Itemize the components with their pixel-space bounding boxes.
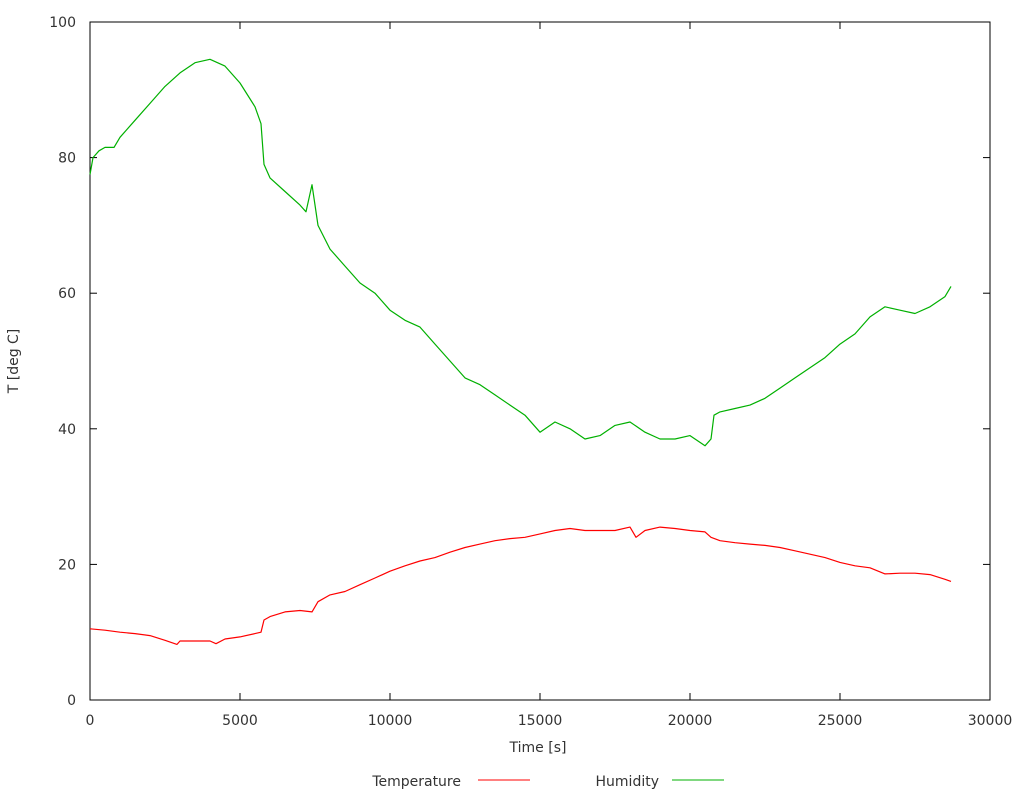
series-line-humidity: [89, 58, 952, 447]
x-tick-label: 10000: [368, 713, 413, 729]
x-tick-label: 30000: [968, 713, 1013, 729]
x-tick-label: 25000: [818, 713, 863, 729]
y-tick-label: 100: [49, 15, 76, 31]
x-tick-label: 0: [86, 713, 95, 729]
legend-label-humidity: Humidity: [596, 774, 659, 790]
y-axis-label: T [deg C]: [6, 329, 22, 395]
x-tick-label: 20000: [668, 713, 713, 729]
series-lines: [89, 58, 952, 645]
series-line-temperature: [89, 526, 952, 645]
x-axis-label: Time [s]: [509, 740, 567, 756]
x-tick-label: 5000: [222, 713, 258, 729]
axis-ticks: [89, 21, 991, 701]
y-tick-label: 80: [58, 151, 76, 167]
legend-label-temperature: Temperature: [371, 774, 461, 790]
y-tick-label: 20: [58, 557, 76, 573]
y-tick-label: 60: [58, 286, 76, 302]
plot-frame: [89, 21, 991, 701]
y-tick-label: 0: [67, 693, 76, 709]
legend: Temperature Humidity: [371, 774, 724, 790]
axis-tick-labels: 0 5000 10000 15000 20000 25000 30000 0 20 40 60 80 1…: [49, 15, 1012, 729]
x-tick-label: 15000: [518, 713, 563, 729]
y-tick-label: 40: [58, 422, 76, 438]
